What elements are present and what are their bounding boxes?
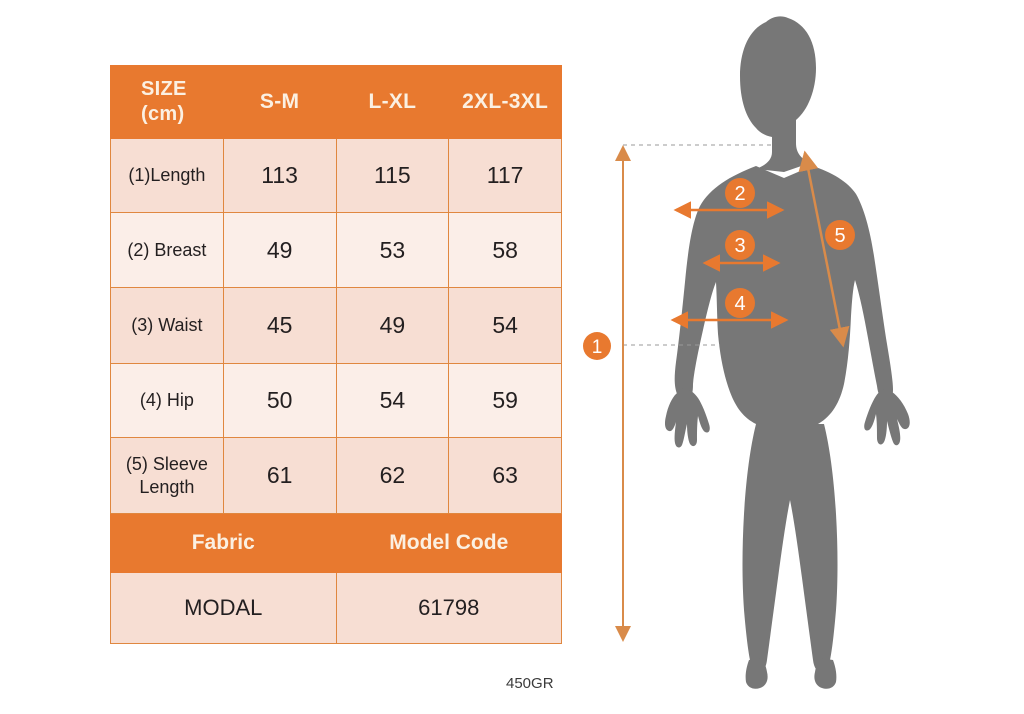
column-header-s-m: S-M	[222, 65, 337, 139]
size-header-label: SIZE	[141, 78, 187, 100]
cell-hip-l-xl: 54	[335, 363, 450, 438]
table-row: (5) Sleeve Length 61 62 63	[110, 437, 562, 514]
weight-note: 450GR	[506, 675, 554, 692]
cell-waist-2xl-3xl: 54	[448, 287, 562, 364]
marker-badge-5: 5	[825, 220, 855, 250]
cell-length-l-xl: 115	[335, 138, 450, 213]
size-chart-table: SIZE (cm) S-M L-XL 2XL-3XL (1)Length 113…	[110, 65, 562, 644]
row-label-hip: (4) Hip	[110, 363, 224, 438]
column-header-2xl-3xl: 2XL-3XL	[448, 65, 562, 139]
cell-breast-l-xl: 53	[335, 212, 450, 288]
cell-hip-2xl-3xl: 59	[448, 363, 562, 438]
cell-length-s-m: 113	[222, 138, 337, 213]
row-label-sleeve-length: (5) Sleeve Length	[110, 437, 224, 514]
cell-sleeve-2xl-3xl: 63	[448, 437, 562, 514]
table-footer-value-row: MODAL 61798	[110, 572, 562, 644]
footer-value-model-code: 61798	[335, 572, 562, 644]
cell-breast-s-m: 49	[222, 212, 337, 288]
table-row: (3) Waist 45 49 54	[110, 287, 562, 364]
column-header-size: SIZE (cm)	[110, 65, 224, 139]
cell-waist-l-xl: 49	[335, 287, 450, 364]
marker-badge-2: 2	[725, 178, 755, 208]
cell-hip-s-m: 50	[222, 363, 337, 438]
sleeve-length-measure-arrow	[798, 150, 850, 348]
column-header-l-xl: L-XL	[335, 65, 450, 139]
table-footer-header-row: Fabric Model Code	[110, 513, 562, 573]
marker-badge-3-label: 3	[734, 235, 745, 257]
table-row: (2) Breast 49 53 58	[110, 212, 562, 288]
row-label-length: (1)Length	[110, 138, 224, 213]
marker-badge-4: 4	[725, 288, 755, 318]
marker-badge-1: 1	[583, 332, 611, 360]
footer-header-fabric: Fabric	[110, 513, 337, 573]
table-row: (4) Hip 50 54 59	[110, 363, 562, 438]
marker-badge-5-label: 5	[834, 225, 845, 247]
footer-value-fabric: MODAL	[110, 572, 337, 644]
row-label-waist: (3) Waist	[110, 287, 224, 364]
cell-sleeve-s-m: 61	[222, 437, 337, 514]
cell-length-2xl-3xl: 117	[448, 138, 562, 213]
cell-sleeve-l-xl: 62	[335, 437, 450, 514]
body-measurement-diagram: 1 2 3 4 5	[570, 0, 930, 700]
marker-badge-3: 3	[725, 230, 755, 260]
marker-badge-2-label: 2	[734, 183, 745, 205]
cell-waist-s-m: 45	[222, 287, 337, 364]
cell-breast-2xl-3xl: 58	[448, 212, 562, 288]
table-body: (1)Length 113 115 117 (2) Breast 49 53 5…	[110, 138, 562, 644]
size-header-unit: (cm)	[141, 103, 185, 125]
table-row: (1)Length 113 115 117	[110, 138, 562, 213]
row-label-breast: (2) Breast	[110, 212, 224, 288]
marker-badge-1-label: 1	[592, 337, 603, 358]
table-header-row: SIZE (cm) S-M L-XL 2XL-3XL	[110, 65, 562, 139]
marker-badge-4-label: 4	[734, 293, 745, 315]
table-header: SIZE (cm) S-M L-XL 2XL-3XL	[110, 65, 562, 139]
footer-header-model-code: Model Code	[335, 513, 562, 573]
female-body-silhouette	[665, 16, 910, 689]
